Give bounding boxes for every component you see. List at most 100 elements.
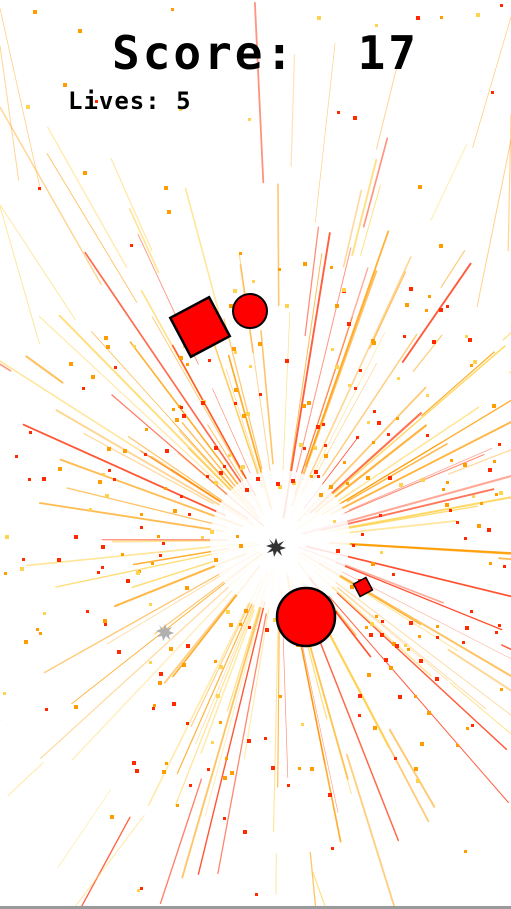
explosion-particle <box>331 847 334 850</box>
explosion-ray <box>171 420 241 497</box>
explosion-particle <box>97 571 100 574</box>
red-square-enemy[interactable] <box>168 295 232 359</box>
score-display: Score: 17 <box>112 30 419 76</box>
explosion-particle <box>450 459 453 462</box>
red-circle-player[interactable] <box>275 586 337 648</box>
explosion-ray <box>336 592 508 750</box>
explosion-ray <box>176 601 254 775</box>
explosion-particle <box>149 603 152 606</box>
explosion-particle <box>319 493 323 497</box>
explosion-particle <box>398 695 402 699</box>
explosion-ray <box>195 581 263 745</box>
explosion-particle <box>214 481 218 485</box>
explosion-particle <box>317 475 320 478</box>
explosion-particle <box>3 692 6 695</box>
explosion-ray <box>345 753 397 909</box>
explosion-particle <box>229 304 233 308</box>
explosion-particle <box>153 704 156 707</box>
explosion-ray <box>0 206 41 345</box>
explosion-particle <box>105 494 109 498</box>
explosion-particle <box>314 470 318 474</box>
explosion-ray <box>0 8 42 192</box>
lives-label: Lives: <box>68 87 161 115</box>
explosion-particle <box>28 478 31 481</box>
explosion-particle <box>162 542 165 545</box>
explosion-particle <box>373 726 377 730</box>
explosion-particle <box>442 488 445 491</box>
explosion-particle <box>83 171 87 175</box>
explosion-particle <box>384 658 388 662</box>
explosion-particle <box>379 514 382 517</box>
explosion-particle <box>472 495 475 498</box>
explosion-ray <box>7 762 44 796</box>
explosion-ray <box>59 458 244 528</box>
explosion-ray <box>447 648 511 692</box>
explosion-particle <box>233 289 237 293</box>
explosion-particle <box>159 672 163 676</box>
explosion-ray <box>318 564 458 652</box>
red-circle-enemy[interactable] <box>232 293 268 329</box>
explosion-particle <box>123 449 127 453</box>
explosion-particle <box>57 558 61 562</box>
explosion-particle <box>176 804 179 807</box>
explosion-particle <box>317 16 321 20</box>
explosion-particle <box>343 461 346 464</box>
explosion-ray <box>351 158 378 257</box>
explosion-particle <box>324 444 327 447</box>
explosion-particle <box>133 345 136 348</box>
explosion-ray <box>0 45 20 181</box>
explosion-particle <box>248 626 251 629</box>
explosion-particle <box>22 558 25 561</box>
explosion-particle <box>167 210 171 214</box>
explosion-ray <box>38 315 224 488</box>
explosion-ray <box>448 449 511 475</box>
explosion-particle <box>5 535 9 539</box>
explosion-particle <box>350 585 354 589</box>
red-square-small-enemy[interactable] <box>352 576 374 598</box>
explosion-particle <box>24 640 28 644</box>
explosion-particle <box>117 650 121 654</box>
explosion-particle <box>136 571 140 575</box>
explosion-particle <box>499 491 503 495</box>
explosion-particle <box>279 695 282 698</box>
explosion-ray <box>502 331 511 341</box>
explosion-particle <box>165 449 169 453</box>
score-label: Score: <box>112 26 297 80</box>
explosion-particle <box>140 526 143 529</box>
explosion-particle <box>407 648 410 651</box>
explosion-particle <box>98 480 102 484</box>
explosion-particle <box>255 893 258 896</box>
explosion-particle <box>380 551 383 554</box>
explosion-particle <box>418 185 422 189</box>
explosion-particle <box>322 423 325 426</box>
explosion-particle <box>223 465 226 468</box>
explosion-particle <box>201 401 205 405</box>
explosion-particle <box>470 610 473 613</box>
explosion-particle <box>396 417 399 420</box>
explosion-ray <box>71 578 244 761</box>
explosion-particle <box>172 408 175 411</box>
explosion-particle <box>63 83 67 87</box>
explosion-ray <box>309 851 317 909</box>
explosion-particle <box>387 433 390 436</box>
explosion-particle <box>121 553 124 556</box>
explosion-particle <box>310 767 314 771</box>
explosion-particle <box>492 404 496 408</box>
explosion-particle <box>178 405 181 408</box>
explosion-particle <box>252 280 255 283</box>
explosion-ray <box>309 555 511 660</box>
explosion-particle <box>26 105 30 109</box>
explosion-particle <box>74 535 78 539</box>
explosion-ray <box>341 454 485 515</box>
explosion-particle <box>179 108 182 111</box>
explosion-particles <box>3 4 506 896</box>
explosion-particle <box>307 401 311 405</box>
explosion-particle <box>230 771 234 775</box>
explosion-particle <box>210 530 214 534</box>
explosion-particle <box>375 615 378 618</box>
explosion-particle <box>214 558 218 562</box>
explosion-particle <box>69 362 73 366</box>
explosion-particle <box>456 744 459 747</box>
explosion-particle <box>468 338 472 342</box>
